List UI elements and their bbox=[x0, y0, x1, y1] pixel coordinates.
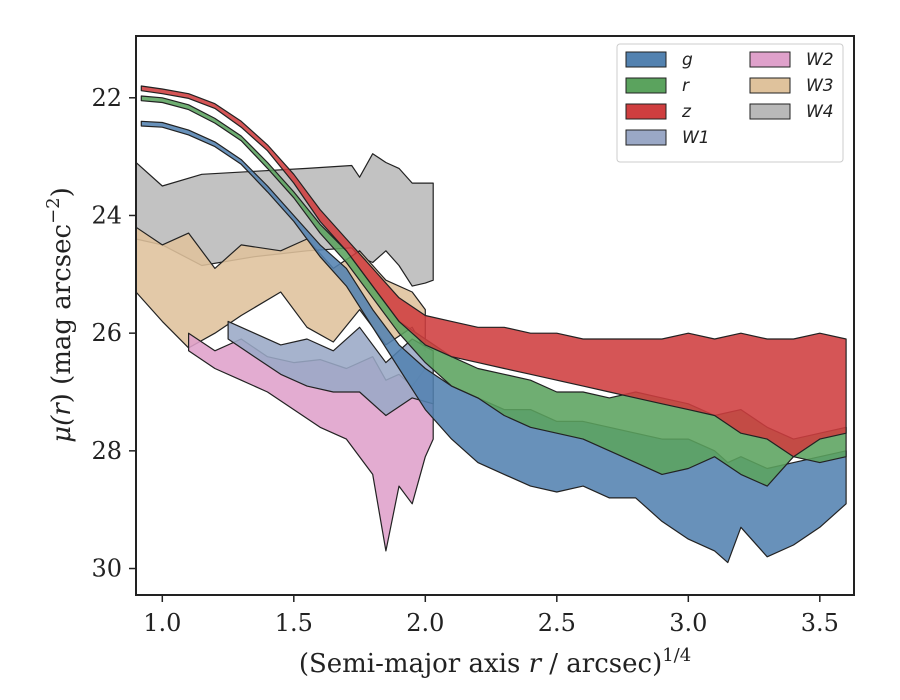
x-tick-label: 3.0 bbox=[669, 609, 707, 637]
series-area-z bbox=[140, 85, 847, 458]
x-axis-label: (Semi-major axis r / arcsec)1/4 bbox=[299, 645, 691, 679]
legend-swatch-w3 bbox=[749, 77, 791, 94]
y-axis-ticks: 22 24 26 28 30 bbox=[91, 84, 136, 583]
legend-label-g: g bbox=[682, 50, 693, 70]
x-tick-label: 2.0 bbox=[406, 609, 444, 637]
legend-swatch-g bbox=[625, 51, 667, 68]
x-tick-label: 1.5 bbox=[275, 609, 313, 637]
legend-label-z: z bbox=[681, 102, 692, 122]
y-tick-label: 30 bbox=[91, 555, 122, 583]
legend-swatch-r bbox=[625, 77, 667, 94]
y-axis-label: μ(r) (mag arcsec−2) bbox=[43, 187, 77, 443]
legend-swatch-w4 bbox=[749, 103, 791, 120]
legend-label-w4: W4 bbox=[806, 102, 834, 122]
legend: grz W1 W2 W3 W4 bbox=[616, 43, 844, 163]
y-tick-label: 22 bbox=[91, 84, 122, 112]
x-tick-label: 1.0 bbox=[143, 609, 181, 637]
legend-swatch-w2 bbox=[749, 51, 791, 68]
x-axis-ticks: 1.0 1.5 2.0 2.5 3.0 3.5 bbox=[143, 595, 839, 637]
x-tick-label: 2.5 bbox=[538, 609, 576, 637]
legend-box bbox=[616, 43, 844, 163]
x-tick-label: 3.5 bbox=[801, 609, 839, 637]
legend-label-r: r bbox=[682, 76, 690, 96]
plot-frame bbox=[135, 35, 855, 596]
y-tick-label: 28 bbox=[91, 437, 122, 465]
series-areas bbox=[136, 85, 847, 564]
y-tick-label: 24 bbox=[91, 201, 122, 229]
y-tick-label: 26 bbox=[91, 319, 122, 347]
legend-swatch-w1 bbox=[625, 129, 667, 146]
legend-label-w1: W1 bbox=[682, 128, 710, 148]
legend-label-w2: W2 bbox=[806, 50, 834, 70]
legend-label-w3: W3 bbox=[806, 76, 834, 96]
legend-swatch-z bbox=[625, 103, 667, 120]
